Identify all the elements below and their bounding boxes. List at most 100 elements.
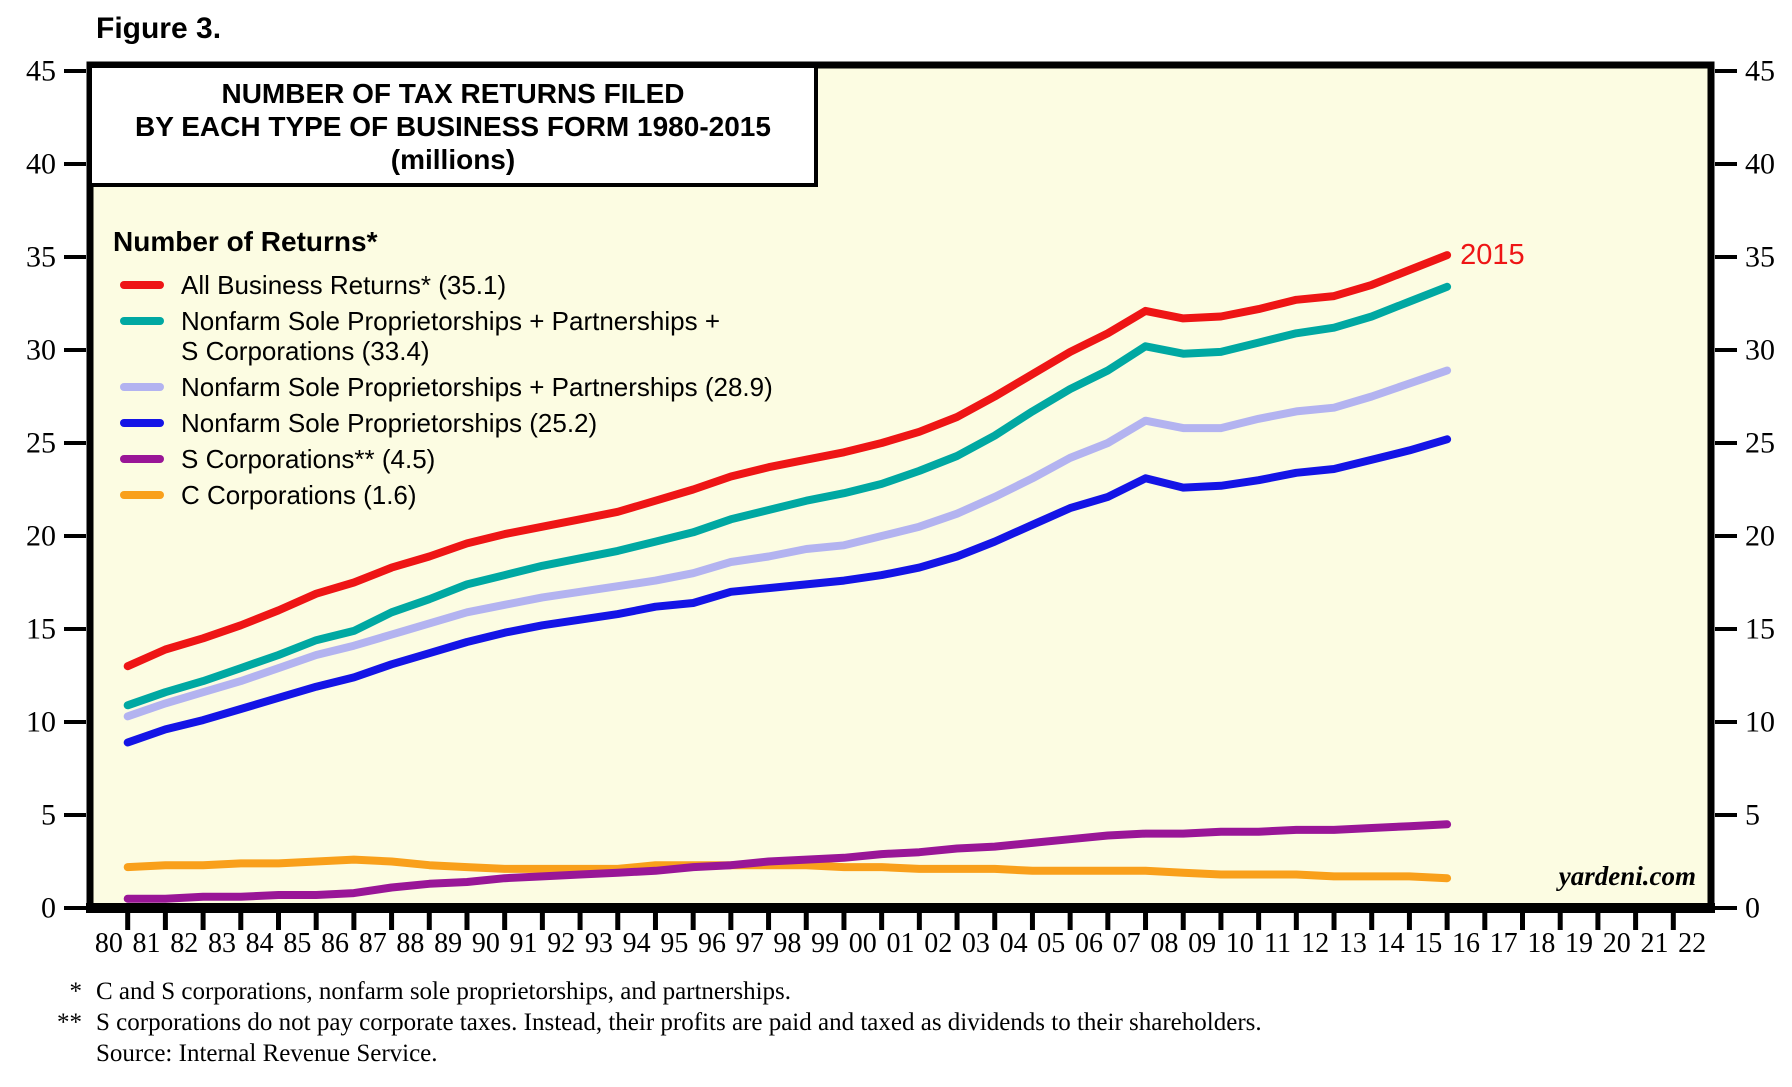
- x-axis-label: 13: [1339, 928, 1367, 959]
- legend-swatch-props-pships-scorps: [120, 317, 164, 325]
- x-axis-label: 83: [208, 928, 236, 959]
- y-axis-label-right: 30: [1745, 334, 1775, 367]
- plot-background: [90, 65, 1711, 908]
- footnote-marker: [46, 1038, 96, 1069]
- x-axis-label: 96: [698, 928, 726, 959]
- x-axis-label: 87: [359, 928, 387, 959]
- legend-label-line: All Business Returns* (35.1): [181, 270, 507, 300]
- x-axis-label: 11: [1264, 928, 1291, 959]
- x-axis-label: 10: [1226, 928, 1254, 959]
- footnote-text: Source: Internal Revenue Service.: [96, 1040, 438, 1067]
- x-axis-label: 16: [1452, 928, 1480, 959]
- watermark-yardeni: yardeni.com: [1558, 861, 1696, 891]
- legend-label-line: S Corporations (33.4): [181, 336, 430, 366]
- x-axis-label: 94: [623, 928, 651, 959]
- y-axis-label-right: 40: [1745, 148, 1775, 181]
- x-axis-label: 82: [170, 928, 198, 959]
- legend-label-props-pships: Nonfarm Sole Proprietorships + Partnersh…: [181, 372, 773, 402]
- chart-title-box: NUMBER OF TAX RETURNS FILED BY EACH TYPE…: [88, 64, 818, 187]
- series-line-props-pships: [123, 366, 1452, 721]
- footnote-line-1: * C and S corporations, nonfarm sole prop…: [46, 976, 1262, 1007]
- x-axis-label: 98: [773, 928, 801, 959]
- legend-label-line: Nonfarm Sole Proprietorships + Partnersh…: [181, 306, 721, 336]
- y-axis-label-left: 15: [26, 613, 56, 646]
- y-axis-label-right: 0: [1745, 892, 1760, 925]
- x-axis-label: 84: [246, 928, 274, 959]
- legend-item-props: Nonfarm Sole Proprietorships (25.2): [113, 408, 773, 438]
- footnote-line-2: ** S corporations do not pay corporate ta…: [46, 1007, 1262, 1038]
- legend-swatch-props: [120, 419, 164, 427]
- legend-item-props-pships: Nonfarm Sole Proprietorships + Partnersh…: [113, 372, 773, 402]
- y-axis-label-right: 35: [1745, 241, 1775, 274]
- x-axis-label: 21: [1640, 928, 1668, 959]
- legend-item-props-pships-scorps: Nonfarm Sole Proprietorships + Partnersh…: [113, 306, 773, 366]
- legend-label-s-corps: S Corporations** (4.5): [181, 444, 435, 474]
- legend-title: Number of Returns*: [113, 226, 378, 257]
- y-axis-label-left: 20: [26, 520, 56, 553]
- legend-label-c-corps: C Corporations (1.6): [181, 480, 417, 510]
- x-axis-label: 05: [1037, 928, 1065, 959]
- legend-label-line: S Corporations** (4.5): [181, 444, 436, 474]
- x-axis-label: 88: [396, 928, 424, 959]
- x-axis-label: 92: [547, 928, 575, 959]
- y-axis-label-left: 10: [26, 706, 56, 739]
- y-axis-label-left: 0: [41, 892, 56, 925]
- x-axis-label: 20: [1603, 928, 1631, 959]
- y-axis-label-left: 40: [26, 148, 56, 181]
- x-axis-label: 12: [1301, 928, 1329, 959]
- y-axis-label-left: 30: [26, 334, 56, 367]
- legend-label-all-business-returns: All Business Returns* (35.1): [181, 270, 506, 300]
- series-line-s-corps: [123, 820, 1452, 903]
- x-axis-label: 99: [811, 928, 839, 959]
- series-line-all-business-returns: [123, 251, 1452, 671]
- legend-swatch-all-business-returns: [120, 281, 164, 289]
- legend-label-line: C Corporations (1.6): [181, 480, 417, 510]
- x-axis-label: 89: [434, 928, 462, 959]
- x-axis-label: 80: [95, 928, 123, 959]
- footnote-marker: **: [57, 1009, 82, 1036]
- series-line-props-pships-scorps: [123, 282, 1452, 710]
- x-axis-label: 03: [962, 928, 990, 959]
- series-line-props: [123, 435, 1452, 747]
- y-axis-label-left: 5: [41, 799, 56, 832]
- x-axis-label: 04: [1000, 928, 1028, 959]
- x-axis-label: 95: [660, 928, 688, 959]
- x-axis-label: 07: [1113, 928, 1141, 959]
- chart-title-line-3: (millions): [390, 144, 516, 175]
- y-axis-label-left: 45: [26, 55, 56, 88]
- x-axis-label: 09: [1188, 928, 1216, 959]
- chart-legend: Number of Returns* All Business Returns*…: [113, 226, 773, 516]
- legend-swatch-c-corps: [120, 491, 164, 499]
- y-axis-label-right: 20: [1745, 520, 1775, 553]
- x-axis-label: 02: [924, 928, 952, 959]
- x-axis-label: 00: [849, 928, 877, 959]
- x-axis-label: 08: [1150, 928, 1178, 959]
- footnote-marker: *: [69, 978, 83, 1005]
- y-axis-label-right: 45: [1745, 55, 1775, 88]
- chart-title-line-1: NUMBER OF TAX RETURNS FILED: [221, 78, 685, 109]
- y-axis-label-right: 10: [1745, 706, 1775, 739]
- x-axis-label: 85: [283, 928, 311, 959]
- series-line-c-corps: [123, 855, 1452, 883]
- legend-items: All Business Returns* (35.1) Nonfarm Sole…: [113, 270, 773, 510]
- legend-swatch-props-pships: [120, 383, 164, 391]
- x-axis-label: 90: [472, 928, 500, 959]
- x-axis-label: 22: [1678, 928, 1706, 959]
- x-axis-label: 01: [887, 928, 915, 959]
- legend-label-line: Nonfarm Sole Proprietorships + Partnersh…: [181, 372, 773, 402]
- legend-item-c-corps: C Corporations (1.6): [113, 480, 773, 510]
- footnote-line-3: Source: Internal Revenue Service.: [46, 1038, 1262, 1069]
- x-axis-label: 97: [736, 928, 764, 959]
- legend-item-all-business-returns: All Business Returns* (35.1): [113, 270, 773, 300]
- legend-label-line: Nonfarm Sole Proprietorships (25.2): [181, 408, 598, 438]
- x-axis-label: 91: [510, 928, 538, 959]
- footnotes: * C and S corporations, nonfarm sole prop…: [46, 976, 1262, 1069]
- figure-label: Figure 3.: [96, 12, 222, 45]
- x-axis-label: 18: [1527, 928, 1555, 959]
- y-axis-label-left: 35: [26, 241, 56, 274]
- legend-swatch-s-corps: [120, 455, 164, 463]
- y-axis-label-right: 5: [1745, 799, 1760, 832]
- legend-label-props: Nonfarm Sole Proprietorships (25.2): [181, 408, 597, 438]
